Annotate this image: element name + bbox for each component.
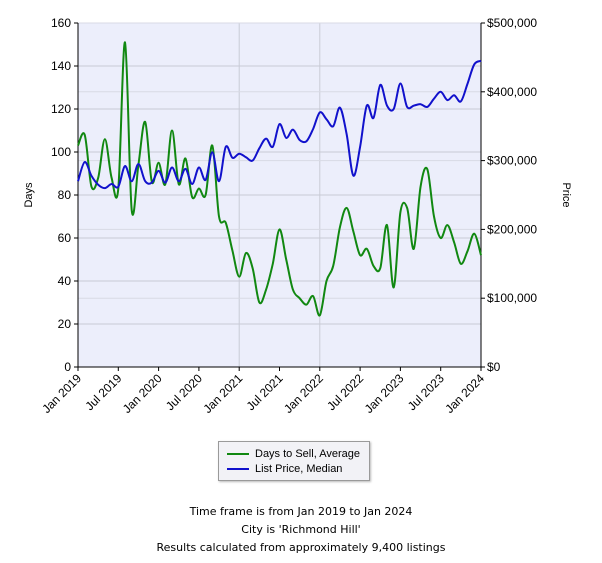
caption-time-frame: Time frame is from Jan 2019 to Jan 2024 [189,505,413,518]
caption-city: City is 'Richmond Hill' [241,523,361,536]
legend-swatch-days [227,453,249,455]
left-tick-label: 60 [58,231,72,245]
right-tick-label: $300,000 [487,154,537,168]
right-tick-label: $500,000 [487,16,537,30]
x-tick-label: Jul 2022 [324,371,366,413]
right-tick-label: $0 [487,360,501,374]
legend-label-price: List Price, Median [255,463,343,475]
x-tick-label: Jan 2022 [281,371,326,416]
chart-legend: Days to Sell, Average List Price, Median [218,441,370,481]
caption-listings: Results calculated from approximately 9,… [156,541,446,554]
legend-item-days: Days to Sell, Average [227,447,360,461]
left-tick-label: 40 [58,274,72,288]
legend-item-price: List Price, Median [227,462,342,476]
series-line-list-price [77,59,482,190]
x-tick-label: Jan 2021 [200,371,245,416]
line-chart: 0 20 40 60 80 100 120 140 160 $0 $100,000 $200,000 $… [23,16,572,416]
x-tick-label: Jan 2024 [442,371,487,416]
x-tick-label: Jul 2019 [82,371,124,413]
right-axis-title: Price [560,182,572,207]
legend-swatch-price [227,468,249,470]
left-tick-label: 160 [51,16,71,30]
x-tick-label: Jul 2023 [405,371,447,413]
left-tick-label: 120 [51,102,71,116]
left-tick-label: 0 [64,360,71,374]
x-tick-label: Jan 2019 [39,371,84,416]
right-tick-label: $200,000 [487,222,537,236]
x-tick-label: Jul 2021 [244,371,286,413]
right-tick-label: $400,000 [487,85,537,99]
left-tick-label: 80 [58,188,72,202]
x-tick-label: Jan 2020 [120,371,165,416]
left-tick-label: 20 [58,317,72,331]
left-tick-label: 140 [51,59,71,73]
x-tick-label: Jul 2020 [163,371,205,413]
right-tick-label: $100,000 [487,291,537,305]
left-tick-label: 100 [51,145,71,159]
legend-label-days: Days to Sell, Average [255,448,360,460]
x-tick-label: Jan 2023 [362,371,407,416]
left-axis-title: Days [23,182,35,208]
